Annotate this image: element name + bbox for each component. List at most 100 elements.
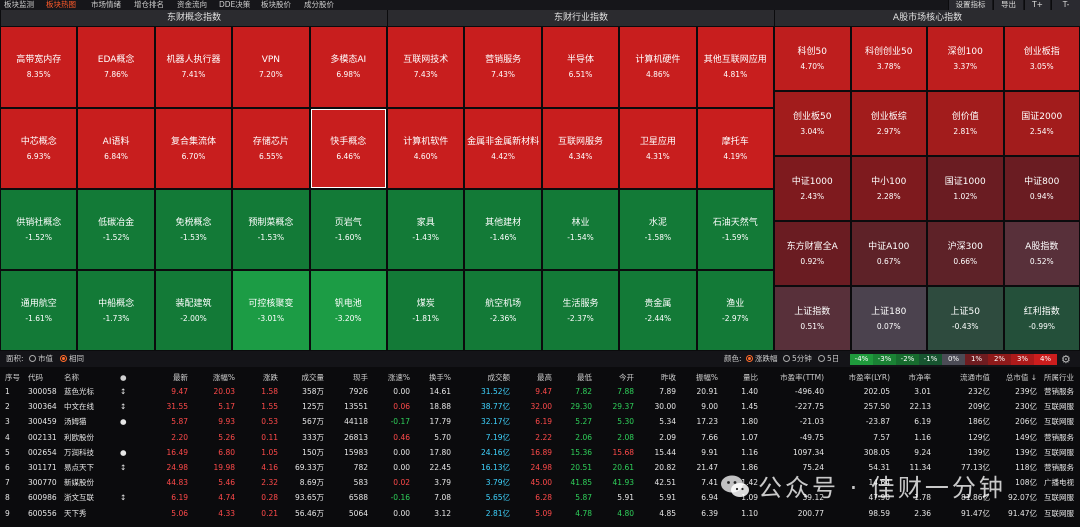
tab-position-ranking[interactable]: 增仓排名 [134, 0, 164, 9]
heatmap-tile[interactable]: AI语料 6.84% [77, 108, 155, 189]
heatmap-tile[interactable]: 机器人执行器 7.41% [154, 26, 233, 108]
heatmap-tile[interactable]: 营销服务 7.43% [464, 26, 542, 108]
heatmap-tile[interactable]: 复合集流体 6.70% [154, 108, 233, 189]
area-option-equal[interactable]: 相同 [60, 351, 84, 367]
color-option-5min[interactable]: 5分钟 [783, 351, 812, 367]
heatmap-tile[interactable]: 免税概念 -1.53% [154, 189, 233, 270]
heatmap-tile[interactable]: 上证180 0.07% [850, 286, 927, 351]
column-header[interactable]: 市盈率(LYR) [848, 373, 890, 382]
heatmap-tile[interactable]: 钒电池 -3.20% [309, 270, 387, 351]
heatmap-tile[interactable]: A股指数 0.52% [1003, 221, 1080, 286]
heatmap-tile[interactable]: 红利指数 -0.99% [1003, 286, 1080, 351]
table-row[interactable]: 2 300364 中文在线 ↕ 31.55 5.17 1.55 125万 13551 0.06 18… [0, 400, 1080, 415]
table-row[interactable]: 7 300770 新媒股份 44.83 5.46 2.32 8.69万 583 0.02 3.79… [0, 476, 1080, 491]
heatmap-tile[interactable]: 供销社概念 -1.52% [0, 189, 78, 270]
heatmap-tile[interactable]: 互联网技术 7.43% [387, 26, 465, 108]
table-row[interactable]: 5 002654 万润科技 ● 16.49 6.80 1.05 150万 15983 0.00 17… [0, 446, 1080, 461]
heatmap-tile[interactable]: 多模态AI 6.98% [309, 26, 387, 108]
table-row[interactable]: 8 600986 浙文互联 ↕ 6.19 4.74 0.28 93.65万 6588 -0.16 7… [0, 491, 1080, 506]
heatmap-tile[interactable]: 互联网服务 4.34% [541, 108, 620, 189]
table-row[interactable]: 9 600556 天下秀 5.06 4.33 0.21 56.46万 5064 0.00 3.12… [0, 507, 1080, 522]
table-row[interactable]: 4 002131 利欧股份 2.20 5.26 0.11 333万 26813 0.46 5.70… [0, 431, 1080, 446]
heatmap-tile[interactable]: 金属非金属新材料 4.42% [464, 108, 542, 189]
heatmap-tile[interactable]: 中证1000 2.43% [774, 156, 851, 221]
column-header[interactable]: 换手% [428, 373, 451, 382]
heatmap-tile[interactable]: 存储芯片 6.55% [232, 108, 310, 189]
heatmap-tile[interactable]: VPN 7.20% [232, 26, 310, 108]
heatmap-tile[interactable]: 快手概念 6.46% [309, 108, 387, 189]
column-header[interactable]: 序号 [5, 373, 20, 382]
heatmap-tile[interactable]: 中芯概念 6.93% [0, 108, 78, 189]
tab-sector-price[interactable]: 板块股价 [261, 0, 291, 9]
heatmap-tile[interactable]: 卫星应用 4.31% [619, 108, 697, 189]
column-header[interactable]: 所属行业 [1044, 373, 1074, 382]
column-header[interactable]: ● [120, 373, 127, 382]
area-option-market-cap[interactable]: 市值 [29, 351, 53, 367]
column-header[interactable]: 成交量 [301, 373, 325, 382]
column-header[interactable]: 最低 [577, 373, 592, 382]
column-header[interactable]: 市净率 [908, 373, 932, 382]
column-header[interactable]: 代码 [28, 373, 43, 382]
heatmap-tile[interactable]: 创价值 2.81% [927, 91, 1004, 156]
heatmap-tile[interactable]: 预制菜概念 -1.53% [232, 189, 310, 270]
column-header[interactable]: 今开 [619, 373, 634, 382]
heatmap-tile[interactable]: 装配建筑 -2.00% [154, 270, 233, 351]
heatmap-tile[interactable]: 上证指数 0.51% [774, 286, 851, 351]
heatmap-tile[interactable]: 中船概念 -1.73% [77, 270, 155, 351]
column-header[interactable]: 最高 [537, 373, 552, 382]
heatmap-tile[interactable]: 国证1000 1.02% [927, 156, 1004, 221]
heatmap-tile[interactable]: 煤炭 -1.81% [387, 270, 465, 351]
heatmap-tile[interactable]: 科创创业50 3.78% [850, 26, 927, 91]
export-button[interactable]: 导出 [993, 0, 1023, 10]
heatmap-tile[interactable]: 摩托车 4.19% [696, 108, 774, 189]
heatmap-tile[interactable]: 页岩气 -1.60% [309, 189, 387, 270]
color-option-5day[interactable]: 5日 [818, 351, 839, 367]
column-header[interactable]: 量比 [743, 373, 758, 382]
column-header[interactable]: 涨速% [387, 373, 410, 382]
heatmap-tile[interactable]: 东方财富全A 0.92% [774, 221, 851, 286]
heatmap-tile[interactable]: 沪深300 0.66% [927, 221, 1004, 286]
tab-sector-heatmap[interactable]: 板块热图 [46, 0, 76, 9]
heatmap-tile[interactable]: 渔业 -2.97% [696, 270, 774, 351]
heatmap-tile[interactable]: 林业 -1.54% [541, 189, 620, 270]
column-header[interactable]: 现手 [353, 373, 368, 382]
heatmap-tile[interactable]: 创业板50 3.04% [774, 91, 851, 156]
column-header[interactable]: 总市值 ↓ [1005, 373, 1037, 382]
tab-market-sentiment[interactable]: 市场情绪 [91, 0, 121, 9]
tab-component-price[interactable]: 成分股价 [304, 0, 334, 9]
table-row[interactable]: 3 300459 汤姆猫 ● 5.87 9.93 0.53 567万 44118 -0.17 17.… [0, 415, 1080, 430]
heatmap-tile[interactable]: 半导体 6.51% [541, 26, 620, 108]
table-row[interactable]: 6 301171 易点天下 ↕ 24.98 19.98 4.16 69.33万 782 0.00 2… [0, 461, 1080, 476]
heatmap-tile[interactable]: 通用航空 -1.61% [0, 270, 78, 351]
font-decrease-button[interactable]: T- [1051, 0, 1080, 10]
column-header[interactable]: 昨收 [661, 373, 676, 382]
column-header[interactable]: 名称 [64, 373, 79, 382]
tab-fund-flow[interactable]: 资金流向 [177, 0, 207, 9]
column-header[interactable]: 涨跌 [263, 373, 278, 382]
column-header[interactable]: 成交额 [487, 373, 511, 382]
column-header[interactable]: 市盈率(TTM) [780, 373, 824, 382]
heatmap-tile[interactable]: 计算机软件 4.60% [387, 108, 465, 189]
heatmap-tile[interactable]: 深创100 3.37% [927, 26, 1004, 91]
color-option-change-pct[interactable]: 涨跌幅 [746, 351, 778, 367]
heatmap-tile[interactable]: 水泥 -1.58% [619, 189, 697, 270]
table-row[interactable]: 1 300058 蓝色光标 ↕ 9.47 20.03 1.58 358万 7926 0.00 14.… [0, 385, 1080, 400]
column-header[interactable]: 最新 [173, 373, 188, 382]
heatmap-tile[interactable]: 上证50 -0.43% [927, 286, 1004, 351]
heatmap-tile[interactable]: 创业板指 3.05% [1003, 26, 1080, 91]
font-increase-button[interactable]: T+ [1024, 0, 1050, 10]
set-indicator-button[interactable]: 设置指标 [948, 0, 992, 10]
heatmap-tile[interactable]: 低碳冶金 -1.52% [77, 189, 155, 270]
tab-dde-decision[interactable]: DDE决策 [219, 0, 251, 9]
heatmap-tile[interactable]: 国证2000 2.54% [1003, 91, 1080, 156]
heatmap-tile[interactable]: 中证800 0.94% [1003, 156, 1080, 221]
column-header[interactable]: 流通市值 [960, 373, 990, 382]
heatmap-tile[interactable]: 高带宽内存 8.35% [0, 26, 78, 108]
heatmap-tile[interactable]: 家具 -1.43% [387, 189, 465, 270]
tab-sector-monitor[interactable]: 板块监测 [4, 0, 34, 9]
heatmap-tile[interactable]: 其他互联网应用 4.81% [696, 26, 774, 108]
gear-icon[interactable]: ⚙ [1061, 353, 1071, 366]
heatmap-tile[interactable]: 石油天然气 -1.59% [696, 189, 774, 270]
heatmap-tile[interactable]: 其他建材 -1.46% [464, 189, 542, 270]
column-header[interactable]: 振幅% [695, 373, 718, 382]
